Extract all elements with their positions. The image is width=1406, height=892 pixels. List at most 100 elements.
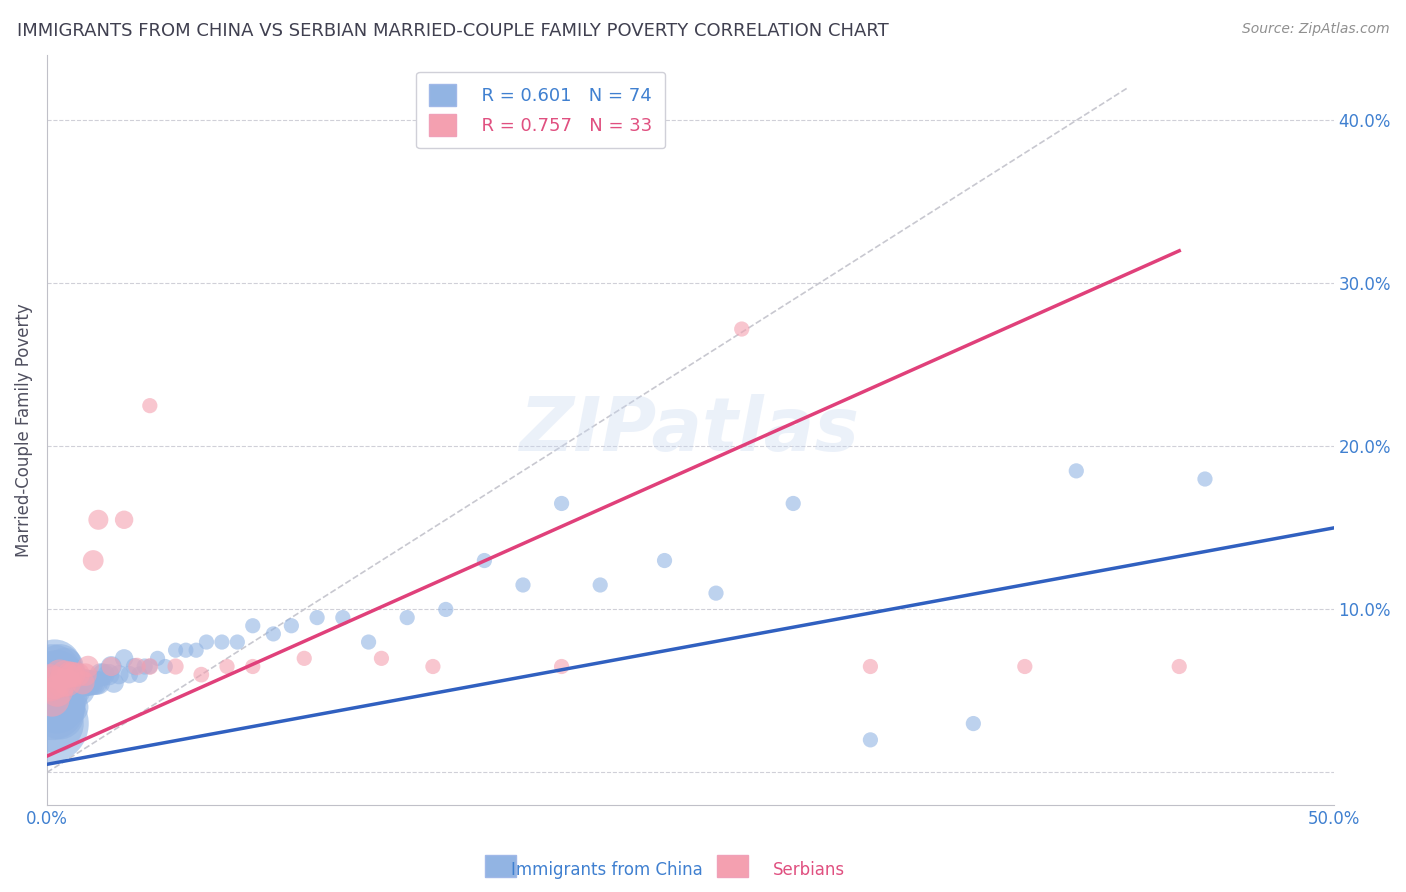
- Point: [82, 553, 104, 567]
- Point: [53, 659, 76, 673]
- Point: [1014, 659, 1036, 673]
- Point: [103, 675, 125, 690]
- Point: [186, 643, 208, 657]
- Point: [128, 667, 150, 681]
- Point: [69, 684, 91, 698]
- Point: [46, 700, 69, 714]
- Point: [118, 667, 141, 681]
- Point: [550, 659, 572, 673]
- Point: [859, 732, 882, 747]
- Point: [550, 496, 572, 510]
- Point: [87, 513, 110, 527]
- Point: [731, 322, 754, 336]
- Point: [139, 399, 162, 413]
- Point: [56, 667, 79, 681]
- Point: [44, 675, 66, 690]
- Point: [51, 675, 73, 690]
- Text: Source: ZipAtlas.com: Source: ZipAtlas.com: [1241, 22, 1389, 37]
- Point: [46, 684, 69, 698]
- Point: [242, 619, 264, 633]
- FancyBboxPatch shape: [717, 855, 748, 877]
- Point: [134, 659, 156, 673]
- Point: [422, 659, 444, 673]
- Text: Serbians: Serbians: [773, 861, 845, 879]
- Point: [859, 659, 882, 673]
- Point: [44, 716, 66, 731]
- Point: [654, 553, 676, 567]
- Text: ZIPatlas: ZIPatlas: [520, 393, 860, 467]
- Point: [262, 627, 284, 641]
- FancyBboxPatch shape: [485, 855, 516, 877]
- Point: [38, 716, 60, 731]
- Point: [1064, 464, 1087, 478]
- Point: [46, 667, 69, 681]
- Point: [589, 578, 612, 592]
- Text: IMMIGRANTS FROM CHINA VS SERBIAN MARRIED-COUPLE FAMILY POVERTY CORRELATION CHART: IMMIGRANTS FROM CHINA VS SERBIAN MARRIED…: [17, 22, 889, 40]
- Point: [41, 675, 63, 690]
- Point: [49, 684, 72, 698]
- Point: [66, 667, 89, 681]
- Point: [75, 667, 97, 681]
- Point: [782, 496, 804, 510]
- Point: [474, 553, 496, 567]
- Point: [434, 602, 457, 616]
- Point: [307, 610, 329, 624]
- Point: [139, 659, 162, 673]
- Point: [93, 667, 115, 681]
- Point: [90, 667, 112, 681]
- Point: [41, 692, 63, 706]
- Point: [53, 667, 76, 681]
- Point: [124, 659, 146, 673]
- Point: [82, 675, 104, 690]
- Point: [41, 700, 63, 714]
- Point: [280, 619, 302, 633]
- Point: [41, 667, 63, 681]
- Point: [370, 651, 392, 665]
- Point: [100, 659, 122, 673]
- Point: [139, 659, 162, 673]
- Point: [112, 513, 135, 527]
- Point: [190, 667, 212, 681]
- Point: [56, 675, 79, 690]
- Point: [53, 684, 76, 698]
- Point: [51, 700, 73, 714]
- Point: [174, 643, 197, 657]
- Point: [292, 651, 315, 665]
- Y-axis label: Married-Couple Family Poverty: Married-Couple Family Poverty: [15, 303, 32, 557]
- Point: [108, 667, 131, 681]
- Point: [44, 684, 66, 698]
- Point: [100, 659, 122, 673]
- Point: [59, 667, 82, 681]
- Point: [77, 659, 100, 673]
- Point: [242, 659, 264, 673]
- Point: [49, 659, 72, 673]
- Point: [215, 659, 238, 673]
- Point: [66, 675, 89, 690]
- Point: [53, 700, 76, 714]
- Point: [195, 635, 218, 649]
- Point: [165, 643, 187, 657]
- Point: [146, 651, 169, 665]
- Legend:   R = 0.601   N = 74,   R = 0.757   N = 33: R = 0.601 N = 74, R = 0.757 N = 33: [416, 71, 665, 148]
- Point: [72, 675, 94, 690]
- Point: [226, 635, 249, 649]
- Point: [51, 675, 73, 690]
- Point: [87, 675, 110, 690]
- Point: [155, 659, 177, 673]
- Point: [77, 675, 100, 690]
- Point: [49, 708, 72, 723]
- Point: [62, 700, 84, 714]
- Point: [512, 578, 534, 592]
- Point: [46, 675, 69, 690]
- Point: [1168, 659, 1191, 673]
- Point: [49, 667, 72, 681]
- Point: [38, 675, 60, 690]
- Point: [112, 651, 135, 665]
- Point: [59, 667, 82, 681]
- Point: [72, 675, 94, 690]
- Point: [79, 675, 101, 690]
- Point: [59, 692, 82, 706]
- Point: [75, 675, 97, 690]
- Point: [62, 675, 84, 690]
- Point: [962, 716, 984, 731]
